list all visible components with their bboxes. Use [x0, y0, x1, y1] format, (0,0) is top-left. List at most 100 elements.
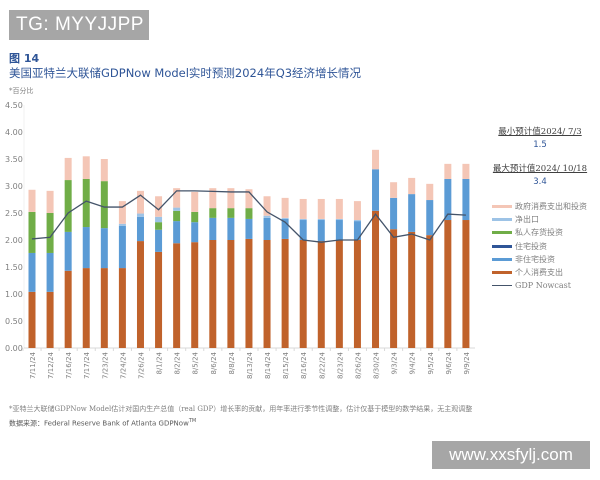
bar-segment-pce	[426, 235, 434, 348]
bar-8/6/24	[209, 188, 217, 348]
bar-segment-pce	[118, 268, 126, 348]
bar-segment-inventory	[173, 210, 181, 222]
bar-8/13/24	[245, 189, 253, 348]
bar-7/11/24	[28, 189, 36, 348]
bar-segment-inventory	[209, 208, 217, 218]
bar-segment-gov	[444, 163, 452, 179]
chart-title: 美国亚特兰大联储GDPNow Model实时预测2024年Q3经济增长情况	[9, 66, 362, 80]
bar-segment-nonres	[191, 222, 199, 243]
footnote: *亚特兰大联储GDPNow Model估计对国内生产总值（real GDP）增长…	[9, 405, 473, 413]
y-tick-label: 4.00	[5, 128, 23, 137]
bar-segment-gov	[317, 198, 325, 219]
bar-series	[28, 149, 470, 348]
x-tick-label: 7/17/24	[83, 351, 91, 379]
legend-swatch	[492, 284, 512, 287]
figure-number: 图 14	[9, 52, 40, 65]
x-tick-label: 9/4/24	[409, 351, 417, 374]
y-tick-label: 2.00	[5, 236, 23, 245]
x-tick-label: 7/11/24	[29, 351, 37, 379]
bar-segment-gov	[64, 157, 72, 181]
watermark-top: TG: MYYJJPP	[9, 10, 149, 40]
bar-segment-pce	[82, 268, 90, 348]
bar-segment-gov	[227, 188, 235, 209]
legend-swatch	[492, 271, 512, 275]
bar-9/5/24	[426, 183, 434, 348]
bar-segment-inventory	[245, 208, 253, 219]
legend-item-gov: 政府消费支出和投资	[492, 200, 587, 213]
bar-8/14/24	[263, 196, 271, 348]
x-tick-label: 7/26/24	[137, 351, 145, 379]
source-text: 数据来源：Federal Reserve Bank of Atlanta GDP…	[9, 419, 189, 428]
legend-label: 住宅投资	[515, 241, 547, 251]
bar-segment-netexp	[317, 218, 325, 221]
bar-9/9/24	[462, 163, 470, 348]
bar-segment-gov	[82, 156, 90, 179]
bar-segment-nonres	[444, 178, 452, 221]
bar-8/8/24	[227, 188, 235, 348]
bar-segment-nonres	[28, 252, 36, 292]
bar-segment-nonres	[353, 221, 361, 240]
bar-segment-nonres	[173, 221, 181, 244]
bar-segment-pce	[64, 270, 72, 348]
bar-7/24/24	[118, 201, 126, 348]
trademark: TM	[188, 418, 197, 424]
legend-label: 个人消费支出	[515, 268, 563, 278]
y-tick-label: 2.50	[5, 209, 23, 218]
legend-swatch	[492, 257, 512, 261]
bar-segment-gov	[173, 188, 181, 208]
bar-8/1/24	[155, 196, 163, 348]
bar-segment-gov	[209, 188, 217, 209]
x-tick-label: 8/5/24	[192, 351, 200, 374]
bar-segment-nonres	[118, 225, 126, 269]
bar-segment-gov	[100, 159, 108, 182]
bar-segment-gov	[426, 183, 434, 201]
bar-segment-inventory	[82, 178, 90, 228]
bar-segment-nonres	[100, 228, 108, 269]
bar-segment-pce	[372, 210, 380, 348]
bar-segment-gov	[191, 191, 199, 212]
x-tick-label: 7/23/24	[101, 351, 109, 379]
bar-segment-pce	[100, 268, 108, 348]
bar-8/5/24	[191, 191, 199, 348]
bar-segment-inventory	[191, 211, 199, 223]
x-tick-label: 8/30/24	[373, 351, 381, 379]
x-tick-label: 8/8/24	[228, 351, 236, 374]
bar-8/23/24	[335, 198, 343, 348]
bar-segment-netexp	[118, 223, 126, 226]
min-estimate-annotation: 最小预计值2024/ 7/3 1.5	[480, 125, 600, 150]
bar-segment-pce	[390, 229, 398, 348]
bar-9/6/24	[444, 163, 452, 348]
bar-segment-nonres	[281, 218, 289, 239]
legend-swatch	[492, 231, 512, 235]
bar-segment-netexp	[335, 218, 343, 221]
bar-8/30/24	[372, 149, 380, 348]
bar-8/22/24	[317, 198, 325, 348]
bar-segment-nonres	[209, 217, 217, 240]
x-tick-label: 9/9/24	[463, 351, 471, 374]
y-tick-label: 1.00	[5, 290, 23, 299]
bar-7/12/24	[46, 190, 54, 348]
x-tick-label: 7/16/24	[65, 351, 73, 379]
y-tick-label: 3.00	[5, 182, 23, 191]
x-tick-label: 8/6/24	[210, 351, 218, 374]
bar-segment-pce	[28, 291, 36, 348]
legend-label: 净出口	[515, 215, 539, 225]
bar-segment-netexp	[263, 215, 271, 218]
y-tick-label: 0.50	[5, 317, 23, 326]
bar-segment-netexp	[353, 220, 361, 222]
legend-swatch	[492, 244, 512, 248]
bar-segment-pce	[209, 240, 217, 348]
bar-7/17/24	[82, 156, 90, 348]
bar-segment-nonres	[155, 229, 163, 252]
bar-segment-nonres	[245, 218, 253, 239]
y-tick-label: 0.00	[5, 344, 23, 353]
bar-segment-inventory	[227, 208, 235, 218]
bar-segment-gov	[245, 189, 253, 209]
x-tick-label: 8/2/24	[174, 351, 182, 374]
bar-segment-gov	[118, 201, 126, 224]
bar-segment-nonres	[462, 178, 470, 221]
bar-segment-pce	[408, 231, 416, 348]
bar-segment-nonres	[263, 217, 271, 240]
bar-8/2/24	[173, 188, 181, 348]
bar-7/16/24	[64, 157, 72, 348]
